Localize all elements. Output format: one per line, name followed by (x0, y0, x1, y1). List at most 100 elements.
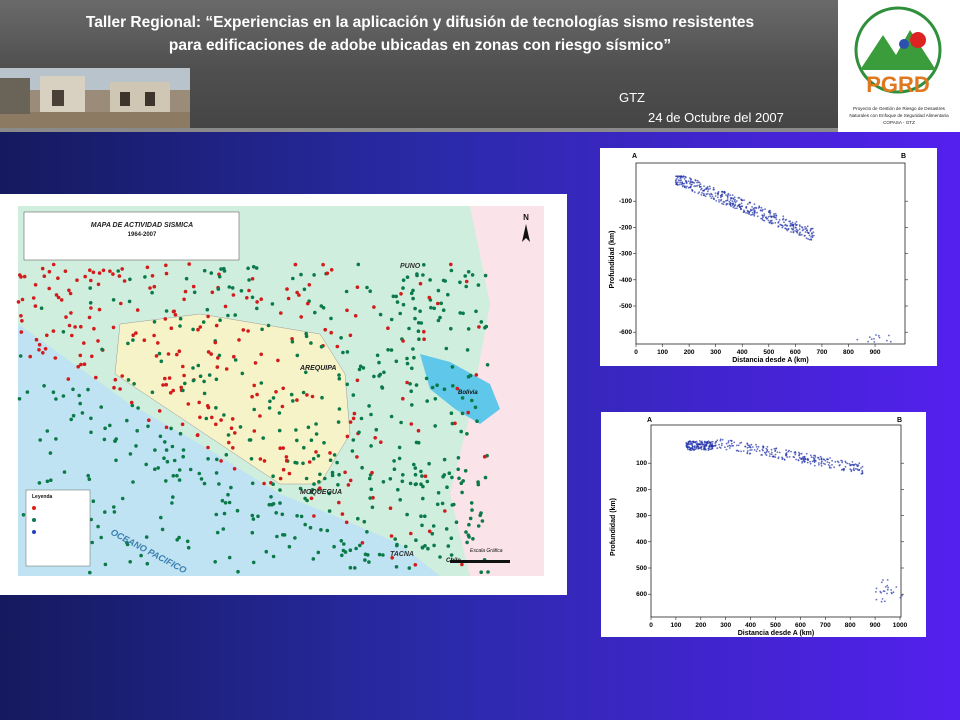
map-dot (413, 472, 418, 477)
map-dot (82, 362, 87, 366)
map-dot (120, 496, 125, 501)
map-dot (63, 269, 68, 273)
map-dot (439, 301, 444, 306)
quake-point (728, 200, 731, 203)
map-dot (247, 288, 251, 293)
map-dot (134, 444, 138, 448)
map-dot (295, 290, 299, 295)
quake-point (791, 221, 794, 224)
map-period: 1964-2007 (128, 232, 157, 238)
quake-point (810, 236, 812, 238)
map-dot (295, 398, 299, 402)
quake-point (736, 207, 738, 210)
map-dot (68, 291, 73, 296)
map-dot (435, 502, 440, 507)
quake-point (748, 446, 751, 448)
map-dot (152, 333, 156, 338)
map-dot (409, 531, 413, 536)
map-dot (335, 344, 340, 349)
quake-point (737, 444, 740, 447)
x-tick-label: 700 (820, 622, 831, 629)
quake-point (824, 463, 826, 466)
map-dot (409, 291, 414, 296)
map-dot (352, 411, 357, 416)
quake-point (693, 448, 696, 451)
quake-point (696, 179, 699, 182)
map-dot (449, 536, 454, 540)
quake-point (731, 194, 734, 196)
map-dot (394, 359, 399, 364)
map-dot (389, 414, 394, 419)
map-dot (218, 318, 222, 322)
quake-point (817, 462, 820, 464)
map-dot (304, 331, 309, 336)
map-dot (332, 453, 337, 457)
map-dot (449, 553, 454, 557)
map-dot (424, 376, 429, 381)
quake-point (746, 210, 749, 213)
map-dot (171, 495, 175, 499)
quake-point (725, 202, 728, 205)
map-dot (414, 538, 418, 542)
quake-point (680, 176, 682, 179)
map-dot (164, 448, 169, 452)
y-tick-label: 100 (636, 460, 647, 467)
map-dot (425, 479, 430, 484)
quake-point (856, 338, 859, 341)
y-tick-label: -300 (619, 251, 632, 258)
x-axis-title: Distancia desde A (km) (738, 630, 815, 637)
map-dot (301, 390, 306, 395)
quake-point (794, 222, 797, 225)
map-dot (307, 283, 312, 287)
seismic-map: MAPA DE ACTIVIDAD SISMICA 1964-2007 N Le… (0, 194, 567, 595)
map-dot (369, 412, 373, 417)
map-dot (409, 422, 414, 426)
quake-point (798, 228, 801, 231)
quake-point (853, 467, 855, 470)
map-dot (389, 534, 394, 538)
map-dot (294, 428, 298, 432)
map-dot (433, 424, 438, 428)
x-tick-label: 500 (763, 349, 774, 356)
quake-point (726, 445, 729, 448)
quake-point (804, 226, 806, 228)
map-dot (316, 454, 321, 458)
quake-point (701, 192, 703, 194)
quake-point (771, 215, 773, 218)
map-dot (459, 481, 464, 486)
quake-point (807, 238, 809, 240)
map-dot (146, 424, 150, 429)
map-dot (233, 313, 237, 317)
map-dot (409, 389, 414, 393)
map-dot (411, 296, 415, 301)
quake-point (814, 456, 817, 458)
quake-point (811, 234, 814, 237)
map-dot (358, 543, 362, 548)
quake-point (702, 194, 705, 197)
map-dot (413, 466, 418, 470)
map-dot (397, 456, 402, 461)
map-dot (245, 296, 249, 300)
map-dot (271, 554, 276, 559)
map-dot (321, 262, 325, 267)
map-dot (161, 383, 165, 387)
scale-title: Escala Gráfica (470, 548, 503, 554)
map-label: PUNO (400, 263, 421, 270)
map-dot (314, 422, 318, 426)
map-dot (128, 452, 133, 456)
quake-point (796, 223, 798, 226)
map-dot (285, 287, 289, 291)
quake-point (719, 195, 722, 197)
map-dot (45, 333, 49, 338)
map-dot (337, 373, 341, 377)
quake-point (727, 440, 730, 442)
quake-point (675, 179, 677, 181)
quake-point (682, 176, 684, 179)
quake-point (827, 464, 830, 466)
map-dot (374, 427, 379, 432)
map-dot (445, 485, 449, 490)
map-dot (479, 511, 483, 515)
x-tick-label: 200 (695, 622, 706, 629)
quake-point (774, 221, 777, 224)
map-dot (360, 465, 364, 470)
